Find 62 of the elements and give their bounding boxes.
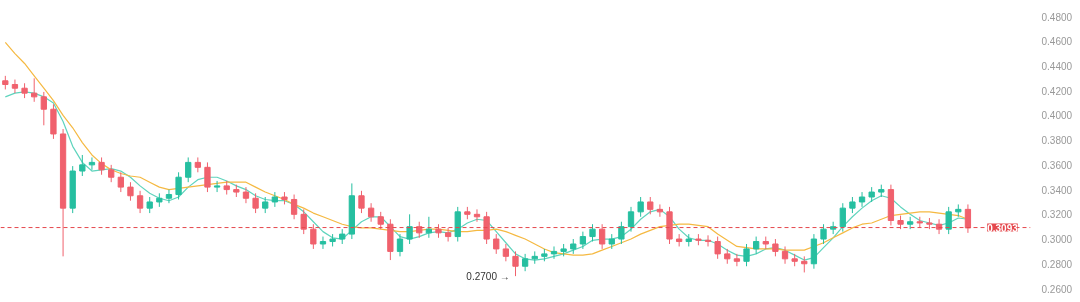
candlestick	[175, 171, 182, 200]
candlestick	[935, 218, 943, 235]
candlestick	[820, 223, 827, 245]
candlestick	[252, 192, 259, 214]
candlestick	[367, 202, 375, 223]
y-tick-label: 0.4800	[1041, 11, 1073, 23]
y-tick-label: 0.2600	[1041, 283, 1073, 295]
candlestick	[714, 236, 721, 260]
candlestick	[319, 236, 327, 250]
candlestick	[502, 243, 510, 262]
y-tick-label: 0.3800	[1041, 135, 1073, 147]
candlestick	[618, 221, 625, 245]
y-tick-label: 0.4400	[1041, 60, 1073, 72]
candlestick	[165, 189, 173, 204]
candlestick	[300, 208, 307, 235]
candlestick	[579, 231, 587, 250]
candlestick	[242, 186, 250, 204]
candlestick	[88, 156, 96, 171]
candlestick	[781, 245, 789, 265]
candlestick	[117, 171, 124, 193]
ref-line-label: 0.3093	[987, 222, 1019, 234]
candlestick	[31, 77, 38, 103]
candlestick	[550, 245, 558, 260]
candlestick	[512, 250, 519, 277]
candlestick	[127, 181, 134, 202]
candlestick	[704, 234, 712, 247]
candlestick	[40, 91, 47, 126]
candlestick	[185, 156, 192, 183]
candlestick	[358, 190, 365, 214]
candlestick	[425, 216, 433, 239]
candlestick	[79, 154, 86, 177]
candlestick	[213, 180, 221, 193]
candlestick	[733, 253, 741, 267]
candlestick	[406, 213, 413, 245]
candlestick	[839, 202, 846, 233]
candlestick	[858, 191, 866, 208]
candlestick	[493, 233, 500, 255]
candlestick	[743, 243, 750, 267]
y-tick-label: 0.4200	[1041, 85, 1073, 97]
candlestick	[136, 190, 144, 214]
candlestick	[637, 196, 644, 218]
candlestick	[444, 227, 452, 243]
candlestick	[396, 233, 404, 257]
candlestick	[676, 233, 683, 247]
y-tick-label: 0.2800	[1041, 258, 1073, 270]
y-tick-label: 0.4600	[1041, 36, 1073, 48]
y-tick-label: 0.3000	[1041, 234, 1073, 246]
candlestick	[945, 206, 952, 235]
annotation: 0.2700 →	[466, 270, 510, 282]
candlestick	[11, 79, 19, 94]
y-tick-label: 0.3600	[1041, 159, 1073, 171]
candlestick	[627, 206, 635, 233]
y-tick-label: 0.4000	[1041, 110, 1073, 122]
candlestick	[483, 211, 490, 245]
y-tick-label: 0.3400	[1041, 184, 1073, 196]
candlestick	[521, 253, 529, 272]
candlestick	[290, 194, 298, 220]
candlestick	[310, 223, 317, 250]
y-tick-label: 0.3200	[1041, 209, 1073, 221]
candlestick	[598, 223, 606, 250]
candlestick	[204, 161, 211, 193]
candlestick	[964, 203, 972, 234]
